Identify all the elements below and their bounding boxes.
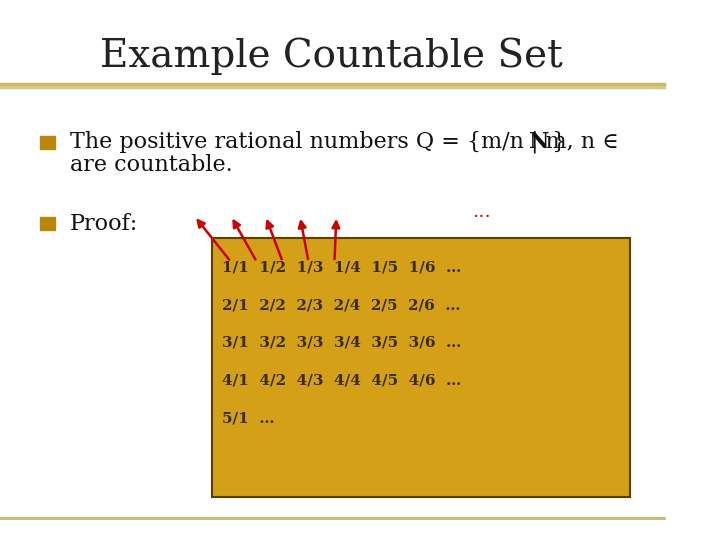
Text: 5/1  …: 5/1 … [222,411,275,426]
Text: }: } [546,131,567,153]
Text: Example Countable Set: Example Countable Set [100,38,563,76]
Text: ...: ... [472,203,490,221]
Text: 1/1  1/2  1/3  1/4  1/5  1/6  …: 1/1 1/2 1/3 1/4 1/5 1/6 … [222,260,462,274]
FancyBboxPatch shape [40,136,55,149]
Text: N: N [528,131,549,153]
Text: 4/1  4/2  4/3  4/4  4/5  4/6  …: 4/1 4/2 4/3 4/4 4/5 4/6 … [222,374,462,388]
Text: Proof:: Proof: [70,213,138,235]
Text: 2/1  2/2  2/3  2/4  2/5  2/6  …: 2/1 2/2 2/3 2/4 2/5 2/6 … [222,298,461,312]
Text: 3/1  3/2  3/3  3/4  3/5  3/6  …: 3/1 3/2 3/3 3/4 3/5 3/6 … [222,336,462,350]
Text: The positive rational numbers Q = {m/n | m, n ∈: The positive rational numbers Q = {m/n |… [70,131,626,153]
FancyBboxPatch shape [40,217,55,230]
Text: are countable.: are countable. [70,154,233,176]
FancyBboxPatch shape [212,238,630,497]
